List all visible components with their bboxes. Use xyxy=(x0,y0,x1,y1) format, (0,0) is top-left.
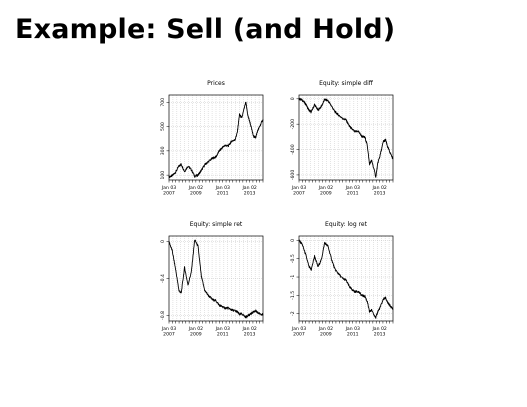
x-tick-label: 2009 xyxy=(190,191,202,197)
x-tick-label: Jan 03 xyxy=(291,185,306,191)
y-tick-label: -600 xyxy=(290,170,296,181)
x-tick-label: 2007 xyxy=(293,332,305,338)
chart-equity-simple-diff: Equity: simple diff Jan 03 2007 Jan 02 2009 J… xyxy=(284,75,404,203)
y-tick-label: -0.8 xyxy=(160,311,166,320)
y-tick-label: 0 xyxy=(290,239,296,242)
series-line xyxy=(298,239,394,319)
chart-equity-log-ret: Equity: log ret Jan 03 2007 Jan 02 2009 Jan 0… xyxy=(284,216,404,344)
x-tick-label: 2011 xyxy=(347,332,359,338)
series-line xyxy=(298,97,394,178)
x-tick-label: 2011 xyxy=(217,332,229,338)
chart-title: Prices xyxy=(207,80,225,87)
y-tick-label: -1 xyxy=(290,275,296,280)
chart-title: Equity: log ret xyxy=(325,221,368,228)
y-tick-label: -2 xyxy=(290,311,296,316)
y-tick-label: -0.5 xyxy=(290,254,296,263)
y-tick-label: -1.5 xyxy=(290,291,296,300)
x-tick-label: 2013 xyxy=(244,332,256,338)
x-tick-label: Jan 03 xyxy=(215,326,230,332)
x-tick-label: 2007 xyxy=(163,332,175,338)
y-tick-label: 0 xyxy=(290,97,296,100)
x-tick-label: Jan 02 xyxy=(318,326,333,332)
y-tick-label: 300 xyxy=(160,146,166,155)
y-tick-label: 700 xyxy=(160,98,166,107)
x-tick-label: Jan 03 xyxy=(345,185,360,191)
x-tick-label: Jan 02 xyxy=(241,326,256,332)
x-tick-label: 2013 xyxy=(244,191,256,197)
x-tick-label: Jan 02 xyxy=(371,326,386,332)
chart-equity-simple-ret: Equity: simple ret Jan 03 2007 Jan 02 2009 Ja… xyxy=(154,216,274,344)
x-tick-label: Jan 02 xyxy=(188,326,203,332)
y-tick-label: 0 xyxy=(160,240,166,243)
x-tick-label: 2009 xyxy=(320,191,332,197)
y-tick-label: -200 xyxy=(290,119,296,130)
x-tick-label: Jan 02 xyxy=(188,185,203,191)
x-tick-label: Jan 02 xyxy=(318,185,333,191)
x-tick-label: 2009 xyxy=(190,332,202,338)
x-tick-label: Jan 03 xyxy=(215,185,230,191)
chart-title: Equity: simple diff xyxy=(319,80,374,87)
x-tick-label: 2011 xyxy=(217,191,229,197)
chart-title: Equity: simple ret xyxy=(190,221,243,228)
y-tick-label: 100 xyxy=(160,171,166,180)
y-tick-label: -400 xyxy=(290,144,296,155)
series-line xyxy=(168,239,264,319)
y-tick-label: -0.4 xyxy=(160,274,166,283)
slide-title: Example: Sell (and Hold) xyxy=(15,14,396,45)
x-tick-label: 2007 xyxy=(163,191,175,197)
x-tick-label: 2007 xyxy=(293,191,305,197)
x-tick-label: Jan 03 xyxy=(161,326,176,332)
x-tick-label: 2013 xyxy=(374,191,386,197)
x-tick-label: Jan 02 xyxy=(371,185,386,191)
y-tick-label: 500 xyxy=(160,122,166,131)
chart-prices: Prices Jan 03 2007 Jan 02 2009 Jan 03 2011 Jan … xyxy=(154,75,274,203)
x-tick-label: Jan 02 xyxy=(241,185,256,191)
x-tick-label: Jan 03 xyxy=(291,326,306,332)
x-tick-label: Jan 03 xyxy=(161,185,176,191)
x-tick-label: Jan 03 xyxy=(345,326,360,332)
x-tick-label: 2013 xyxy=(374,332,386,338)
x-tick-label: 2009 xyxy=(320,332,332,338)
x-tick-label: 2011 xyxy=(347,191,359,197)
series-line xyxy=(168,101,264,179)
